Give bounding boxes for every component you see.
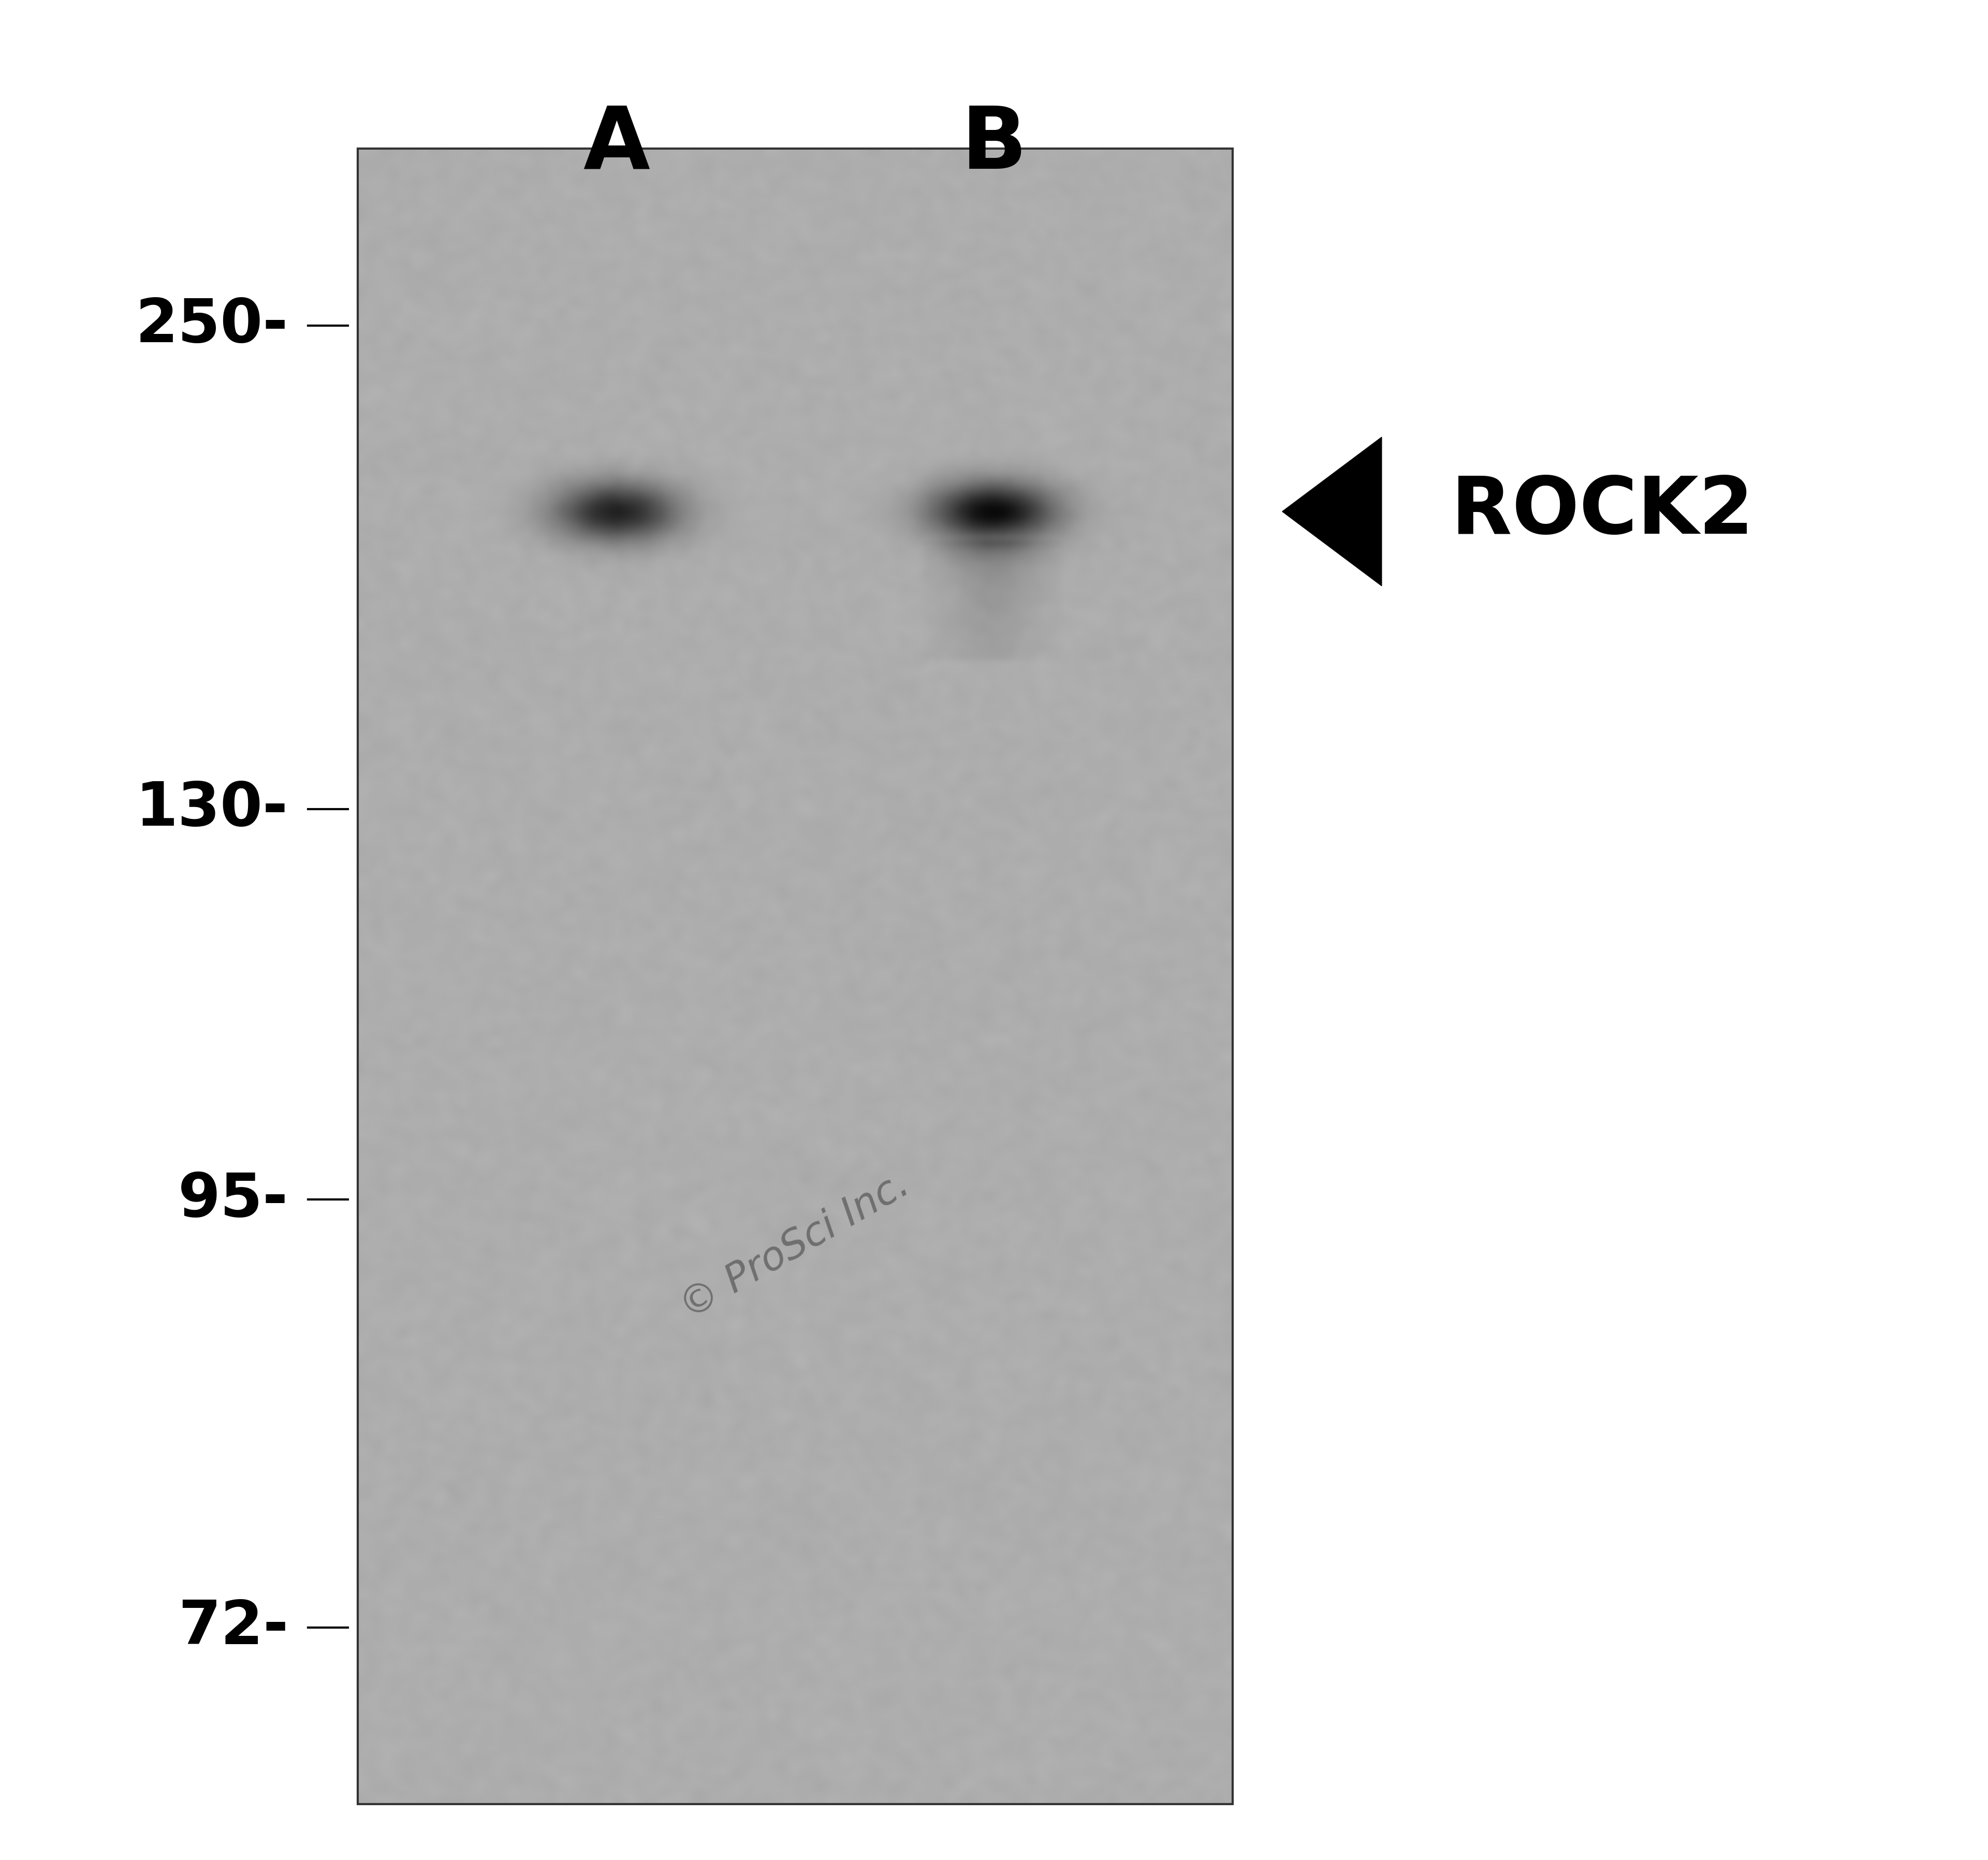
Text: 95-: 95- [179, 1170, 288, 1229]
Text: 130-: 130- [135, 779, 288, 839]
Bar [358, 149, 1233, 1804]
Text: B: B [960, 102, 1028, 186]
Text: © ProSci Inc.: © ProSci Inc. [674, 1164, 916, 1328]
Text: ROCK2: ROCK2 [1451, 472, 1753, 551]
Text: 72-: 72- [177, 1598, 288, 1657]
Text: A: A [582, 102, 650, 186]
Text: 250-: 250- [135, 296, 288, 355]
Polygon shape [1282, 437, 1382, 586]
